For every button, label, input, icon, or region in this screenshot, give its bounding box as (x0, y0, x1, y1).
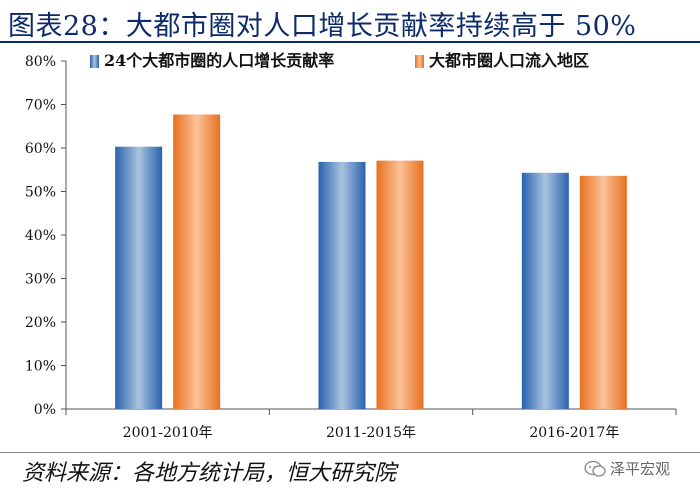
wechat-icon (584, 460, 606, 477)
title-bar: 图表28：大都市圈对人口增长贡献率持续高于 50% (0, 0, 700, 43)
legend-swatch (415, 55, 424, 68)
x-tick-label: 2011-2015年 (326, 425, 416, 441)
bar-series-inflow-bar (579, 175, 627, 409)
bar-series-inflow-bar (173, 114, 221, 409)
legend-swatch (90, 55, 99, 68)
y-tick-label: 30% (25, 272, 56, 288)
footer-divider (0, 452, 700, 453)
x-tick-label: 2016-2017年 (529, 425, 619, 441)
y-tick-label: 80% (25, 54, 56, 70)
y-tick-label: 50% (25, 185, 56, 201)
x-tick-label: 2001-2010年 (123, 425, 213, 441)
title-divider (0, 41, 700, 43)
y-tick-label: 10% (25, 359, 56, 375)
y-tick-label: 0% (34, 402, 56, 418)
y-tick-label: 20% (25, 315, 56, 331)
y-tick-label: 70% (25, 98, 56, 114)
y-tick-label: 60% (25, 141, 56, 157)
legend-label: 24个大都市圈的人口增长贡献率 (104, 51, 334, 70)
bar-series-inflow-bar (376, 160, 424, 409)
bar-series-contribution-bar (521, 172, 569, 409)
bar-series-contribution-bar (115, 146, 163, 409)
chart-title: 图表28：大都市圈对人口增长贡献率持续高于 50% (8, 11, 637, 42)
bar-series-contribution-bar (318, 161, 366, 409)
watermark-text: 泽平宏观 (610, 460, 671, 478)
legend-label: 大都市圈人口流入地区 (429, 51, 589, 70)
y-tick-label: 40% (25, 228, 56, 244)
watermark: 泽平宏观 (584, 458, 670, 479)
bar-chart: 0% 10% 20% 30% 40% 50% 60% 70% 80% 2001-2010年 2011… (25, 51, 677, 441)
source-note: 资料来源：各地方统计局，恒大研究院 (22, 461, 397, 486)
